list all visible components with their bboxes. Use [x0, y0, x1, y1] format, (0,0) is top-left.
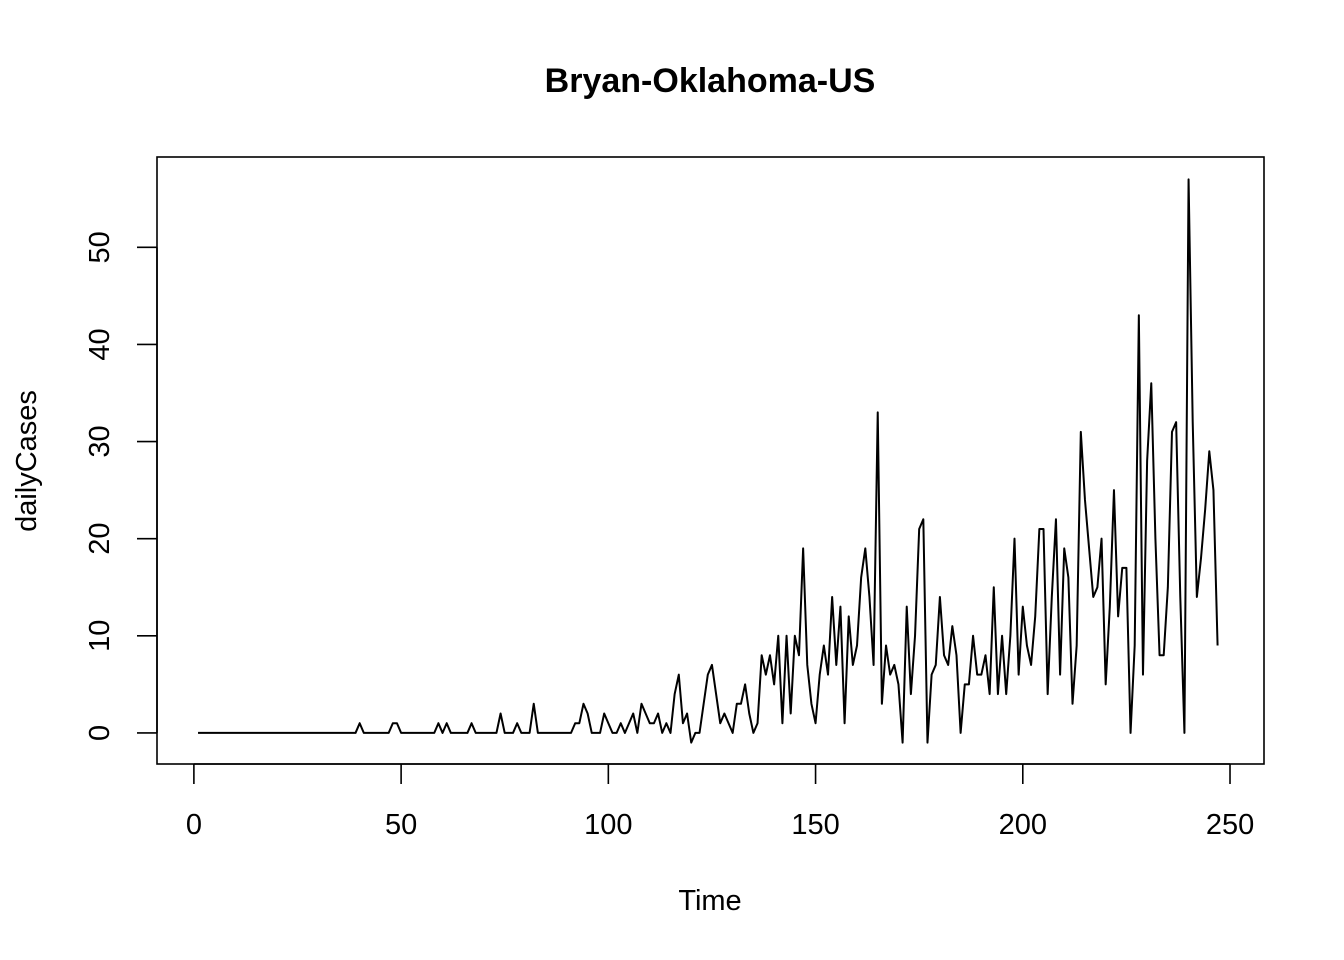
series-line-daily-cases	[198, 178, 1219, 744]
x-tick-label: 100	[584, 809, 632, 841]
y-axis: 0 10 20 30 40 50	[84, 231, 158, 741]
x-tick-label: 150	[791, 809, 839, 841]
y-tick-label: 50	[84, 231, 116, 263]
y-tick-label: 40	[84, 328, 116, 360]
y-tick-label: 30	[84, 425, 116, 457]
x-tick-label: 0	[186, 809, 202, 841]
plot-frame	[156, 156, 1265, 765]
x-tick-label: 200	[999, 809, 1047, 841]
y-tick-label: 20	[84, 523, 116, 555]
y-axis-label: dailyCases	[11, 390, 43, 532]
x-tick-label: 250	[1206, 809, 1254, 841]
y-tick-label: 0	[84, 725, 116, 741]
x-tick-label: 50	[385, 809, 417, 841]
chart-title: Bryan-Oklahoma-US	[545, 62, 876, 100]
y-tick-label: 10	[84, 620, 116, 652]
x-axis-label: Time	[678, 885, 741, 917]
x-axis: 0 50 100 150 200 250	[186, 763, 1254, 841]
